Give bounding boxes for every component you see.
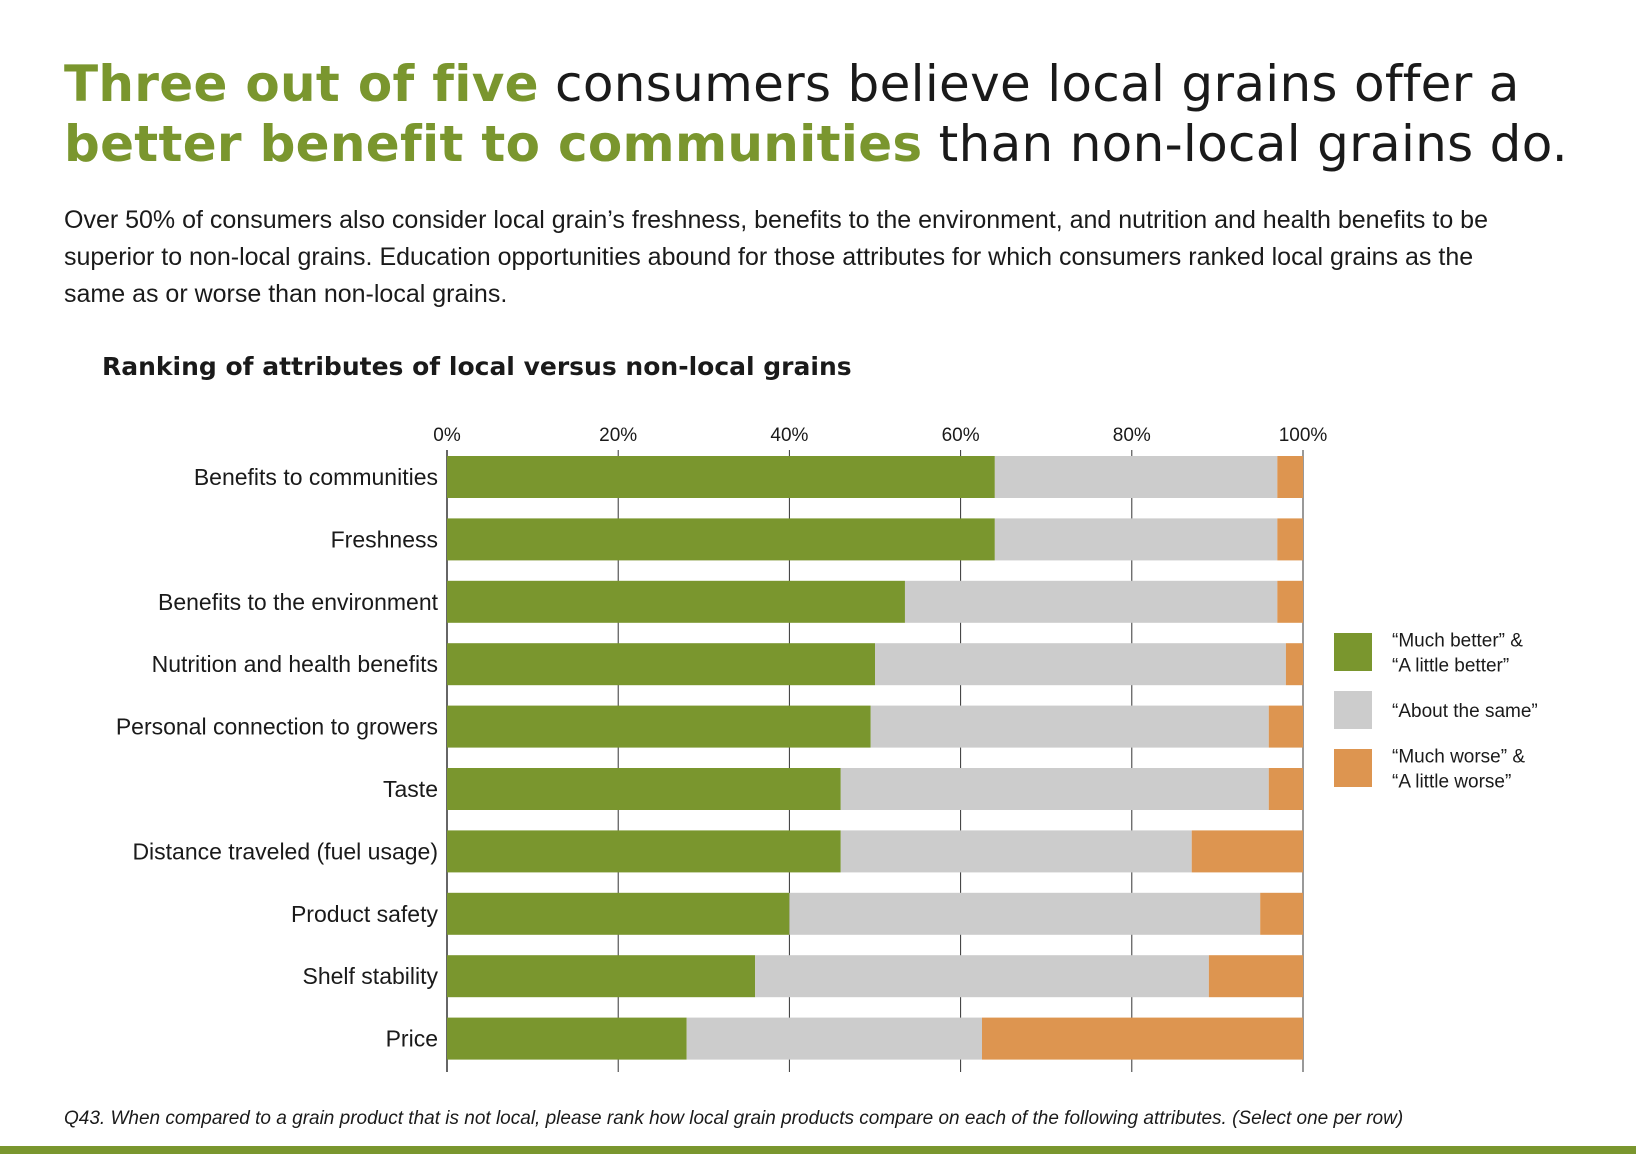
bar-segment-worse [1277, 456, 1303, 498]
bar-segment-worse [1277, 580, 1303, 623]
bar-segment-same [904, 580, 1278, 623]
headline-text-1: consumers believe local grains offer a [538, 55, 1520, 113]
x-tick-label: 100% [1279, 425, 1328, 446]
bar-segment-better [447, 518, 995, 561]
category-label: Price [386, 1026, 438, 1052]
headline-highlight-2: better benefit to communities [64, 115, 923, 173]
x-tick-label: 80% [1113, 425, 1151, 446]
category-label: Benefits to communities [194, 464, 438, 490]
bar-segment-better [447, 830, 841, 873]
bar-segment-same [789, 892, 1261, 935]
bottom-accent-bar [0, 1146, 1636, 1154]
x-tick-label: 0% [433, 425, 461, 446]
category-label: Freshness [331, 526, 438, 552]
headline-text-2: than non-local grains do. [922, 115, 1568, 173]
bar-segment-better [447, 643, 875, 686]
bar-segment-worse [1208, 955, 1303, 998]
bar-segment-worse [1277, 518, 1303, 561]
category-label: Benefits to the environment [158, 589, 439, 615]
x-tick-label: 60% [942, 425, 980, 446]
headline: Three out of five consumers believe loca… [64, 54, 1584, 174]
survey-question-note: Q43. When compared to a grain product th… [64, 1108, 1404, 1129]
legend-label: “Much worse” & [1392, 747, 1525, 768]
chart-title: Ranking of attributes of local versus no… [102, 352, 852, 381]
bar-segment-better [447, 892, 790, 935]
bar-segment-better [447, 580, 905, 623]
bar-segment-same [755, 955, 1209, 998]
category-label: Nutrition and health benefits [152, 651, 438, 677]
bar-segment-worse [1285, 643, 1303, 686]
legend-swatch [1334, 691, 1372, 729]
bar-segment-worse [1191, 830, 1303, 873]
legend-swatch [1334, 749, 1372, 787]
category-label: Shelf stability [302, 963, 438, 989]
legend-label: “A little better” [1392, 656, 1509, 677]
bar-segment-same [994, 456, 1278, 498]
bar-segment-worse [982, 1017, 1303, 1060]
category-label: Product safety [291, 901, 439, 927]
bar-segment-better [447, 705, 871, 748]
legend-label: “Much better” & [1392, 631, 1523, 652]
category-label: Distance traveled (fuel usage) [132, 838, 438, 864]
legend-swatch [1334, 633, 1372, 671]
bar-segment-worse [1268, 768, 1303, 810]
bar-segment-same [870, 705, 1269, 748]
intro-paragraph: Over 50% of consumers also consider loca… [64, 206, 1488, 308]
bar-segment-same [875, 643, 1286, 686]
bar-segment-worse [1260, 892, 1303, 935]
headline-highlight-1: Three out of five [64, 55, 539, 113]
bar-segment-same [994, 518, 1278, 561]
legend-label: “About the same” [1392, 701, 1538, 722]
bar-segment-same [840, 830, 1192, 873]
bar-segment-better [447, 1017, 687, 1060]
bar-segment-same [686, 1017, 982, 1060]
bar-segment-same [840, 768, 1269, 810]
category-label: Personal connection to growers [116, 714, 438, 740]
bar-segment-better [447, 456, 995, 498]
x-tick-label: 20% [599, 425, 637, 446]
bar-segment-better [447, 768, 841, 810]
category-label: Taste [383, 776, 438, 802]
bar-segment-worse [1268, 705, 1303, 748]
legend-label: “A little worse” [1392, 772, 1511, 793]
x-tick-label: 40% [770, 425, 808, 446]
bar-segment-better [447, 955, 756, 998]
